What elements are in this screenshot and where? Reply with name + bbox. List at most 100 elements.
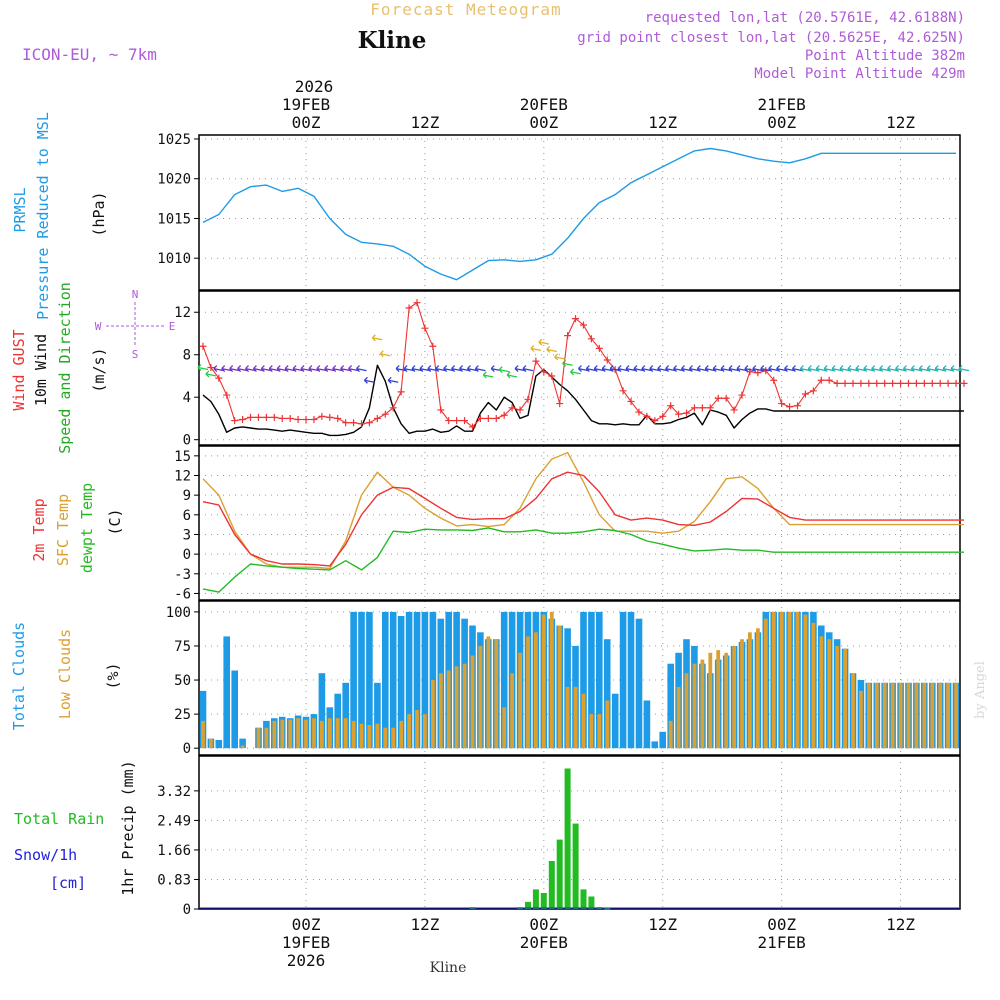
pressure-label-msl: Pressure Reduced to MSL — [34, 112, 52, 320]
wind-arrow — [871, 367, 882, 372]
bottom-hour-label: 12Z — [648, 915, 677, 934]
wind-compass: N S W E — [95, 288, 176, 361]
top-hour-label: 00Z — [292, 113, 321, 132]
gust-marker — [722, 394, 730, 402]
low-cloud-bar — [351, 720, 356, 749]
wind-arrow — [887, 367, 898, 372]
wind-arrow — [237, 367, 248, 372]
low-cloud-bar — [930, 682, 935, 749]
gust-marker — [247, 413, 255, 421]
wind-arrow-head — [728, 365, 733, 373]
wind-arrow — [562, 362, 573, 366]
low-cloud-bar — [454, 666, 459, 749]
gust-marker — [841, 379, 849, 387]
low-cloud-bar — [724, 652, 729, 749]
wind-arrow-head — [387, 376, 392, 384]
wind-arrow-head — [546, 346, 551, 353]
low-cloud-bar — [494, 639, 499, 749]
low-cloud-bar — [581, 693, 586, 749]
panel-frame — [198, 755, 961, 910]
wind-arrow-head — [815, 365, 820, 373]
wind-label-10m: 10m Wind — [32, 334, 50, 406]
gust-marker — [239, 416, 247, 424]
gust-marker — [358, 420, 366, 428]
y-tick-label: 9 — [183, 488, 191, 504]
wind-arrow-head — [942, 365, 947, 373]
gust-marker — [445, 417, 453, 425]
wind-arrow — [633, 367, 645, 372]
gust-marker — [262, 413, 270, 421]
wind-arrow-head — [578, 365, 582, 373]
wind-arrow-head — [784, 365, 789, 373]
gust-marker — [912, 379, 920, 387]
pressure-line — [202, 147, 956, 281]
gust-marker — [683, 409, 691, 417]
wind-arrow-head — [760, 365, 765, 373]
wind-arrow — [594, 367, 605, 372]
wind-arrow-head — [213, 365, 218, 373]
gust-marker — [595, 344, 603, 352]
low-cloud-bar — [312, 718, 316, 749]
wind-arrow-head — [633, 365, 638, 373]
rain-bar — [556, 839, 563, 909]
gust-marker — [500, 411, 508, 419]
gust-marker — [825, 376, 833, 384]
wind-arrow-head — [245, 365, 249, 373]
low-cloud-bar — [280, 719, 285, 749]
wind-arrow-head — [205, 370, 210, 378]
wind-arrow — [649, 367, 660, 372]
low-cloud-bar — [296, 718, 300, 749]
wind-arrow-head — [863, 365, 868, 373]
wind-arrow-head — [474, 365, 479, 373]
clouds-label-low: Low Clouds — [56, 629, 74, 719]
chart-title: Forecast Meteogram — [370, 0, 561, 19]
low-cloud-bar — [851, 673, 855, 749]
y-tick-label: 15 — [174, 449, 191, 465]
low-cloud-bar — [557, 625, 562, 749]
gust-marker — [849, 379, 857, 387]
wind-arrow — [697, 367, 708, 372]
wind-arrow-head — [308, 365, 313, 373]
gust-marker — [405, 304, 413, 312]
wind-arrow — [832, 367, 843, 372]
wind-arrow — [388, 379, 399, 383]
wind-arrow-head — [348, 365, 353, 373]
wind-arrow-head — [514, 365, 519, 373]
wind-arrow — [752, 367, 763, 372]
low-cloud-bar — [399, 720, 404, 749]
rain-bar — [548, 861, 555, 909]
low-cloud-bar — [486, 636, 491, 749]
wind-arrow-head — [792, 365, 796, 373]
total-cloud-bar — [611, 693, 619, 749]
total-cloud-bar — [588, 611, 595, 749]
wind-arrow-head — [895, 365, 900, 373]
bottom-hour-label: 12Z — [410, 915, 439, 934]
wind-arrow-head — [562, 359, 567, 367]
wind-arrow-head — [498, 366, 503, 374]
gust-marker — [492, 414, 500, 422]
wind-arrow-head — [855, 365, 860, 373]
total-cloud-bar — [199, 690, 207, 749]
y-tick-label: 50 — [174, 673, 191, 689]
wind-arrow-head — [260, 365, 265, 373]
gust-marker — [897, 379, 905, 387]
gust-marker — [730, 406, 738, 414]
low-cloud-bar — [407, 714, 411, 749]
gust-marker — [698, 404, 706, 412]
wind-arrow — [689, 367, 700, 372]
wind-arrow-head — [839, 365, 844, 373]
y-tick-label: -6 — [174, 586, 191, 602]
low-cloud-bar — [906, 682, 911, 749]
wind-arrow — [950, 367, 962, 372]
wind-arrow-head — [807, 365, 812, 373]
gust-marker — [548, 372, 556, 380]
wind-arrow-head — [712, 365, 717, 373]
total-cloud-bar — [397, 616, 405, 749]
wind-arrow-head — [419, 365, 424, 373]
total-cloud-bar — [635, 618, 643, 749]
wind-arrow — [253, 367, 264, 372]
top-year-label: 2026 — [295, 77, 334, 96]
wind-arrow-head — [411, 365, 416, 373]
wind-arrow-head — [831, 365, 836, 373]
y-tick-label: 2.49 — [157, 813, 191, 829]
